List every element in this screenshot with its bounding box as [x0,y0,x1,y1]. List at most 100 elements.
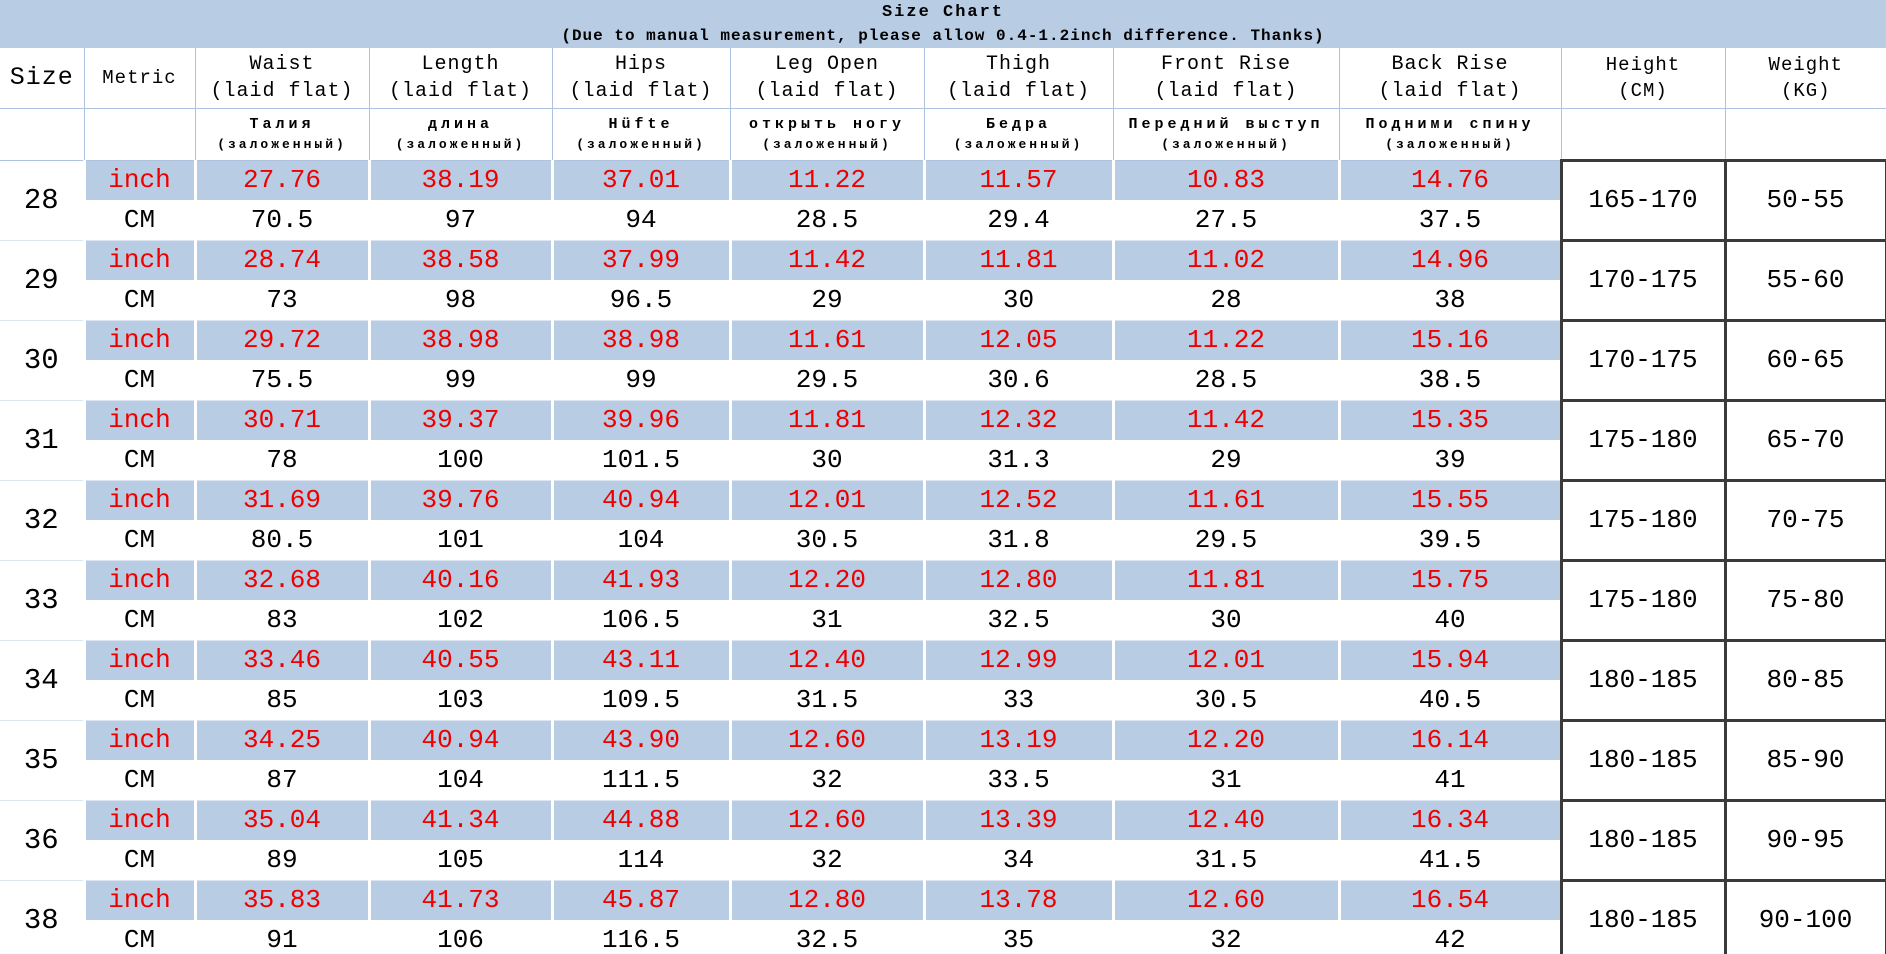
cm-label: CM [82,280,195,321]
size-cell: 29 [0,240,84,321]
inch-value: 12.05 [922,320,1113,360]
cm-value: 70.5 [193,200,369,241]
size-cell: 30 [0,320,84,401]
size-row-cm: CM 73 98 96.5 29 30 28 38 [0,280,1886,321]
cm-value: 96.5 [550,280,730,321]
inch-value: 11.42 [1111,400,1339,440]
weight-range: 80-85 [1723,638,1886,722]
size-row-inch: 30 inch 29.72 38.98 38.98 11.61 12.05 11… [0,318,1886,402]
size-row-inch: 33 inch 32.68 40.16 41.93 12.20 12.80 11… [0,558,1886,642]
inch-value: 35.83 [193,880,369,920]
inch-value: 11.81 [1111,560,1339,600]
inch-value: 13.39 [922,800,1113,840]
inch-value: 16.34 [1337,800,1561,840]
col-header-back-rise: Back Rise (laid flat) [1338,48,1561,109]
weight-range: 90-95 [1723,798,1886,882]
inch-label: inch [82,160,195,200]
inch-value: 16.14 [1337,720,1561,760]
inch-value: 38.19 [367,160,552,200]
cm-value: 111.5 [550,760,730,801]
col-header-hips-label: Hips [614,52,667,76]
weight-range: 50-55 [1723,158,1886,242]
col-header-waist: Waist (laid flat) [194,48,369,109]
inch-value: 37.01 [550,160,730,200]
inch-value: 12.80 [728,880,924,920]
inch-value: 27.76 [193,160,369,200]
cm-value: 39 [1337,440,1561,481]
inch-value: 37.99 [550,240,730,280]
col-header-back-rise-label: Back Rise [1391,52,1509,76]
cm-value: 38.5 [1337,360,1561,401]
col-header-leg-open-label: Leg Open [774,52,879,76]
cm-value: 30 [728,440,924,481]
inch-value: 39.76 [367,480,552,520]
weight-range: 55-60 [1723,238,1886,322]
inch-value: 14.96 [1337,240,1561,280]
inch-value: 39.96 [550,400,730,440]
size-cell: 38 [0,880,84,954]
ru-header-hips: Hüfte (заложенный) [551,108,730,161]
inch-label: inch [82,560,195,600]
cm-label: CM [82,840,195,881]
inch-label: inch [82,240,195,280]
inch-value: 40.16 [367,560,552,600]
cm-value: 32.5 [728,920,924,954]
col-header-waist-label: Waist [249,52,315,76]
col-header-weight: Weight (KG) [1724,48,1886,109]
cm-value: 34 [922,840,1113,881]
cm-value: 40.5 [1337,680,1561,721]
chart-title-text: Size Chart [881,3,1005,22]
size-row-inch: 36 inch 35.04 41.34 44.88 12.60 13.39 12… [0,798,1886,882]
size-row-inch: 34 inch 33.46 40.55 43.11 12.40 12.99 12… [0,638,1886,722]
col-header-front-rise-label: Front Rise [1160,52,1292,76]
cm-value: 31.5 [1111,840,1339,881]
cm-value: 97 [367,200,552,241]
cm-value: 100 [367,440,552,481]
cm-value: 38 [1337,280,1561,321]
cm-value: 27.5 [1111,200,1339,241]
cm-value: 32 [728,840,924,881]
ru-header-waist: Талия (заложенный) [194,108,369,161]
size-row-cm: CM 91 106 116.5 32.5 35 32 42 [0,920,1886,954]
cm-value: 41 [1337,760,1561,801]
size-row-cm: CM 80.5 101 104 30.5 31.8 29.5 39.5 [0,520,1886,561]
cm-value: 101 [367,520,552,561]
size-cell: 28 [0,160,84,241]
inch-value: 39.37 [367,400,552,440]
inch-value: 11.57 [922,160,1113,200]
ru-header-metric-empty [83,108,195,161]
cm-value: 98 [367,280,552,321]
cm-value: 101.5 [550,440,730,481]
inch-value: 11.42 [728,240,924,280]
inch-value: 11.61 [728,320,924,360]
inch-value: 41.93 [550,560,730,600]
inch-value: 12.99 [922,640,1113,680]
inch-value: 33.46 [193,640,369,680]
size-row-inch: 32 inch 31.69 39.76 40.94 12.01 12.52 11… [0,478,1886,562]
ru-header-thigh-sub: (заложенный) [953,137,1084,152]
cm-value: 116.5 [550,920,730,954]
col-header-height-unit: (CM) [1618,79,1668,102]
ru-header-thigh-label: Бедра [985,116,1051,133]
col-header-weight-label: Weight [1768,53,1843,76]
inch-value: 11.22 [1111,320,1339,360]
cm-value: 28 [1111,280,1339,321]
cm-label: CM [82,520,195,561]
col-header-front-rise-sub: (laid flat) [1154,79,1298,103]
size-cell: 36 [0,800,84,881]
inch-label: inch [82,400,195,440]
inch-value: 12.01 [1111,640,1339,680]
size-row-inch: 31 inch 30.71 39.37 39.96 11.81 12.32 11… [0,398,1886,482]
column-header-row: Size Metric Waist (laid flat) Length (la… [0,48,1886,109]
cm-value: 103 [367,680,552,721]
height-range: 180-185 [1559,878,1727,954]
ru-header-hips-label: Hüfte [608,116,674,133]
cm-value: 104 [367,760,552,801]
cm-label: CM [82,600,195,641]
cm-value: 94 [550,200,730,241]
ru-header-height-empty [1560,108,1725,161]
cm-value: 73 [193,280,369,321]
cm-value: 99 [550,360,730,401]
inch-value: 15.16 [1337,320,1561,360]
cm-value: 31.3 [922,440,1113,481]
